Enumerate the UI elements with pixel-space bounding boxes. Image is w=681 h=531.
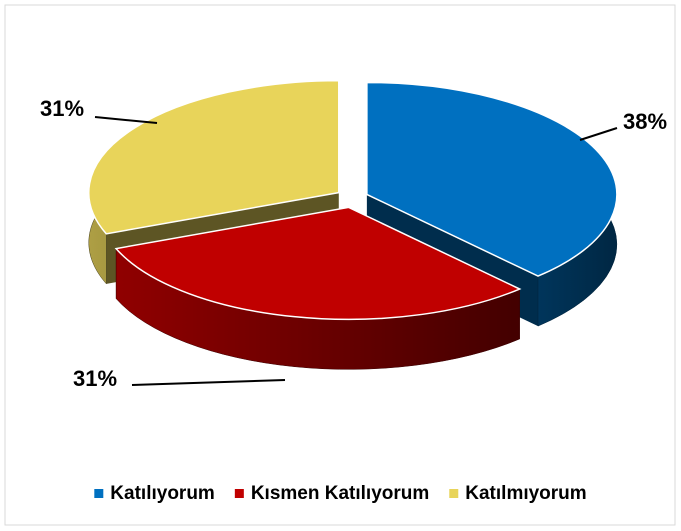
data-label: 31% — [73, 366, 117, 391]
leader-line — [131, 379, 286, 386]
legend-label: Katılıyorum — [110, 483, 215, 504]
leader-line — [579, 127, 618, 141]
legend-label: Katılmıyorum — [465, 483, 586, 504]
legend-swatch — [234, 489, 244, 498]
data-label: 38% — [623, 109, 667, 134]
legend-label: Kısmen Katılıyorum — [251, 483, 429, 504]
legend-swatch — [449, 489, 459, 498]
legend-swatch — [94, 489, 104, 498]
slice — [114, 206, 522, 321]
data-label: 31% — [40, 96, 84, 121]
slice — [366, 81, 618, 277]
slice — [88, 79, 340, 235]
leader-line — [94, 116, 158, 124]
